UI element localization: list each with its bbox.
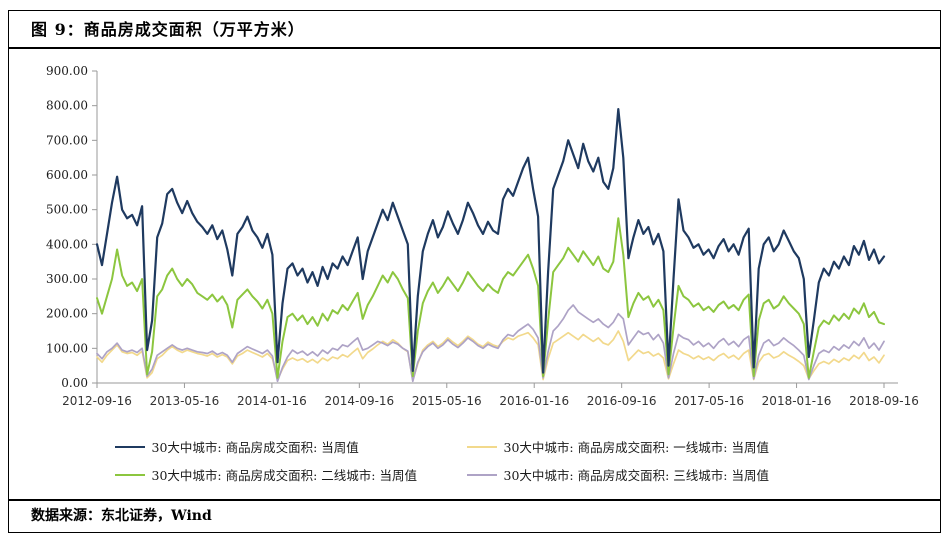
figure-title: 图 9：商品房成交面积（万平方米） xyxy=(31,20,305,39)
y-tick-label: 400.00 xyxy=(46,237,88,251)
legend-label-tier3: 30大中城市: 商品房成交面积: 三线城市: 当周值 xyxy=(503,468,769,483)
y-tick-label: 0.00 xyxy=(61,376,88,390)
y-tick-label: 700.00 xyxy=(46,133,88,147)
legend-line-swatch-tier3 xyxy=(466,473,497,476)
y-tick-label: 500.00 xyxy=(46,203,88,217)
y-tick-label: 100.00 xyxy=(46,341,88,355)
y-tick-label: 300.00 xyxy=(46,272,88,286)
x-tick-label: 2014-01-16 xyxy=(237,394,307,408)
x-tick-label: 2012-09-16 xyxy=(62,394,132,408)
legend-item-tier2: 30大中城市: 商品房成交面积: 二线城市: 当周值 xyxy=(114,465,467,484)
series-line-1 xyxy=(96,330,885,382)
legend-line-swatch-tier1 xyxy=(466,445,497,448)
legend-row: 30大中城市: 商品房成交面积: 当周值 30大中城市: 商品房成交面积: 一线… xyxy=(9,437,940,456)
legend-line-swatch-tier2 xyxy=(114,473,145,476)
x-tick-label: 2017-05-16 xyxy=(674,394,744,408)
legend-line-swatch-total xyxy=(114,445,145,448)
y-tick-label: 800.00 xyxy=(46,99,88,113)
x-tick-label: 2016-01-16 xyxy=(499,394,569,408)
x-tick-label: 2013-05-16 xyxy=(150,394,220,408)
x-tick-label: 2018-01-16 xyxy=(762,394,832,408)
y-tick-label: 900.00 xyxy=(46,64,88,78)
source-divider xyxy=(9,499,940,501)
x-tick-label: 2015-05-16 xyxy=(412,394,482,408)
legend-label-tier1: 30大中城市: 商品房成交面积: 一线城市: 当周值 xyxy=(503,440,769,455)
figure-source: 数据来源：东北证券，Wind xyxy=(31,508,212,524)
figure-frame: 图 9：商品房成交面积（万平方米） 900.00 800.00 700.00 600.… xyxy=(8,10,941,533)
legend-label-total: 30大中城市: 商品房成交面积: 当周值 xyxy=(151,440,359,455)
title-divider xyxy=(9,47,940,49)
chart-area: 900.00 800.00 700.00 600.00 500.00 400.00 300.… xyxy=(9,49,940,499)
y-tick-label: 200.00 xyxy=(46,307,88,321)
x-tick-label: 2016-09-16 xyxy=(587,394,657,408)
x-tick-label: 2014-09-16 xyxy=(324,394,394,408)
y-tick-label: 600.00 xyxy=(46,168,88,182)
chart-canvas: 900.00 800.00 700.00 600.00 500.00 400.00 300.… xyxy=(46,64,919,408)
series-line-0 xyxy=(95,107,886,374)
x-tick-label: 2018-09-16 xyxy=(849,394,919,408)
legend-item-tier3: 30大中城市: 商品房成交面积: 三线城市: 当周值 xyxy=(466,465,835,484)
legend-item-total: 30大中城市: 商品房成交面积: 当周值 xyxy=(114,437,467,456)
legend-item-tier1: 30大中城市: 商品房成交面积: 一线城市: 当周值 xyxy=(466,437,835,456)
legend-label-tier2: 30大中城市: 商品房成交面积: 二线城市: 当周值 xyxy=(151,468,417,483)
legend-row: 30大中城市: 商品房成交面积: 二线城市: 当周值 30大中城市: 商品房成交… xyxy=(9,465,940,484)
chart-legend: 30大中城市: 商品房成交面积: 当周值 30大中城市: 商品房成交面积: 一线… xyxy=(9,437,940,493)
